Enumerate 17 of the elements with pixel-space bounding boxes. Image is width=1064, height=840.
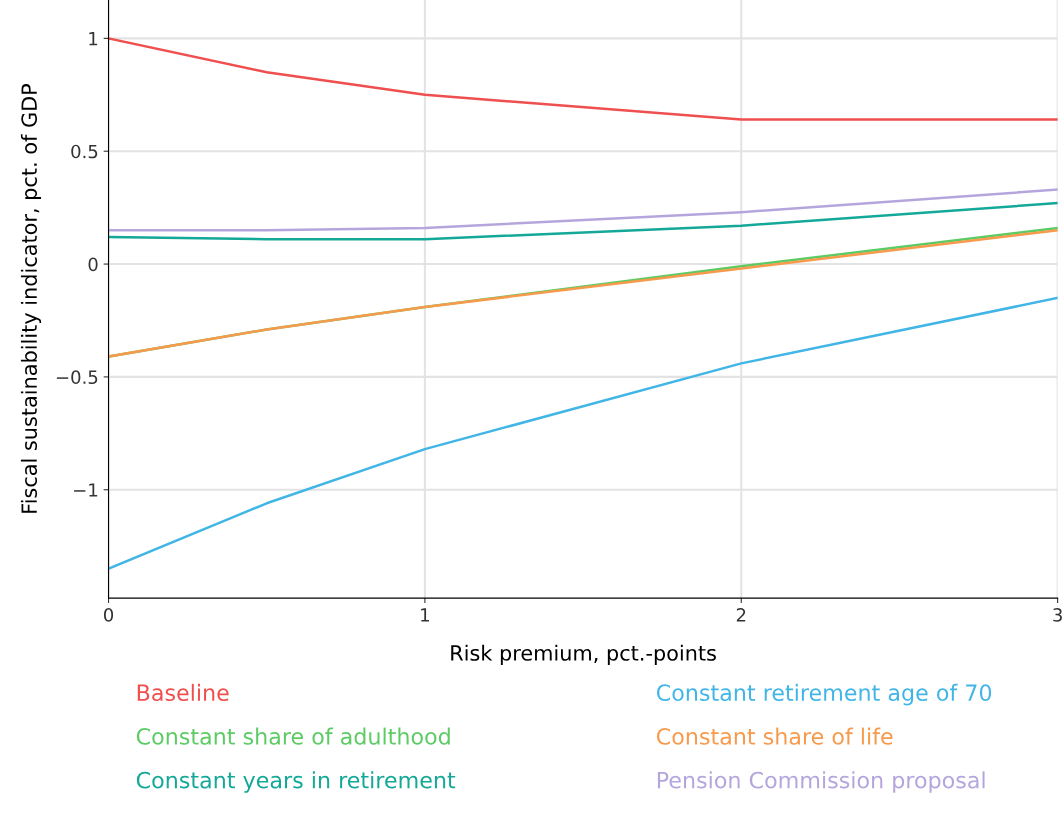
x-tick-label: 3 (1053, 608, 1062, 622)
y-axis-title: Fiscal sustainability indicator, pct. of GDP (20, 83, 42, 513)
y-tick-label: 0 (88, 257, 98, 272)
y-tick-label: −0.5 (56, 370, 98, 385)
text: Pension Commission proposal (657, 771, 985, 793)
text: Constant share of adulthood (136, 727, 450, 745)
y-tick-label: −1 (74, 483, 98, 497)
text: Constant retirement age of 70 (656, 683, 992, 706)
y-tick-label: 1 (89, 32, 98, 46)
x-axis-title: Risk premium, pct.-points (451, 644, 716, 665)
text: Constant years in retirement (136, 771, 456, 793)
text: Constant share of life (656, 727, 893, 745)
x-tick-label: 2 (736, 608, 746, 622)
y-tick-label: 0.5 (71, 144, 98, 159)
x-tick-label: 1 (421, 608, 429, 622)
x-tick-label: 0 (103, 608, 114, 622)
text: Baseline (137, 683, 229, 702)
